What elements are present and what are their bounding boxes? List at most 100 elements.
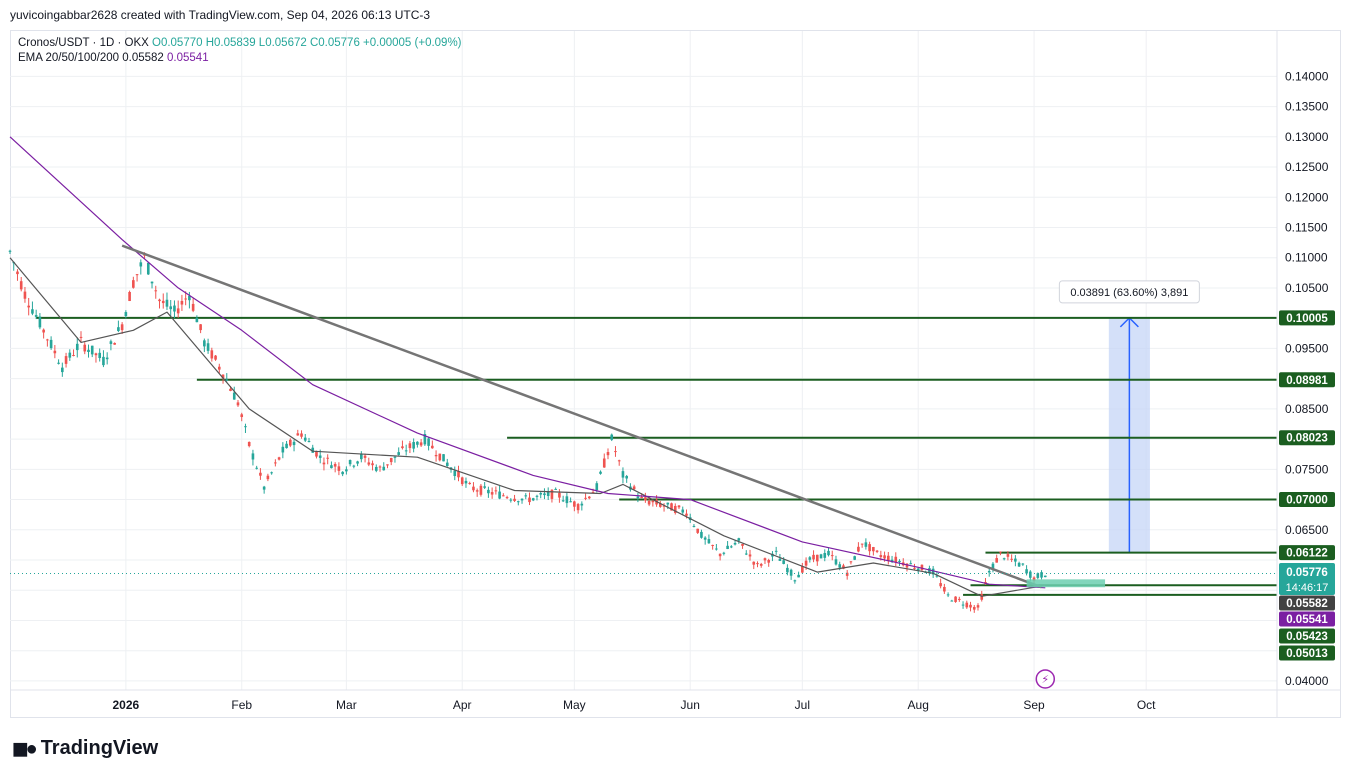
candle-body: [625, 476, 628, 479]
candle-body: [173, 305, 176, 312]
candle-body: [75, 343, 79, 351]
candle-body: [120, 324, 124, 331]
candle-body: [666, 502, 670, 505]
candle-body: [524, 495, 528, 497]
candle-body: [759, 563, 763, 566]
candle-body: [748, 554, 752, 557]
chart-legend: Cronos/USDT · 1D · OKX O0.05770 H0.05839…: [18, 36, 462, 66]
candle-body: [460, 477, 464, 485]
candle-body: [214, 355, 217, 360]
candle-body: [872, 547, 875, 552]
candle-body: [72, 354, 75, 356]
candle-body: [812, 554, 815, 560]
candle-body: [165, 299, 169, 307]
candle-body: [707, 539, 711, 544]
candle-body: [356, 461, 359, 464]
brand-name: TradingView: [40, 737, 159, 759]
candle-body: [849, 561, 853, 563]
measure-label: 0.03891 (63.60%) 3,891: [1070, 287, 1188, 299]
candle-body: [124, 312, 128, 316]
level-price-label-bg: [1279, 372, 1335, 388]
candle-body: [337, 466, 341, 471]
candle-body: [550, 489, 554, 499]
candle-body: [991, 563, 995, 570]
candle-body: [632, 486, 636, 490]
price-label: 0.05582: [1286, 598, 1328, 610]
candle-body: [610, 434, 614, 440]
candle-body: [756, 563, 759, 565]
candle-body: [599, 471, 602, 474]
candle-body: [1043, 575, 1047, 578]
candle-body: [240, 414, 244, 418]
candle-body: [913, 567, 916, 569]
candle-body: [445, 462, 449, 467]
level-price-label: 0.08023: [1286, 433, 1328, 445]
candle-body: [292, 441, 296, 446]
candle-body: [606, 452, 610, 456]
candle-body: [797, 574, 800, 578]
candle-body: [203, 340, 206, 347]
candle-body: [580, 503, 584, 506]
candle-body: [505, 497, 509, 499]
candle-body: [961, 604, 965, 606]
level-price-label: 0.07000: [1286, 495, 1328, 507]
candle-body: [374, 466, 378, 471]
candle-body: [543, 493, 546, 496]
candle-body: [487, 489, 490, 494]
candle-body: [135, 274, 139, 276]
candle-body: [38, 316, 42, 328]
candle-body: [341, 471, 344, 475]
candle-body: [464, 480, 468, 484]
price-label-bg: [1279, 645, 1335, 661]
legend-ohlc-row: Cronos/USDT · 1D · OKX O0.05770 H0.05839…: [18, 36, 462, 51]
legend-change: +0.00005 (+0.09%): [363, 37, 462, 49]
legend-symbol: Cronos/USDT · 1D · OKX: [18, 37, 149, 49]
candle-body: [614, 451, 617, 453]
candle-body: [404, 450, 408, 452]
candle-body: [546, 491, 550, 496]
candle-body: [711, 544, 714, 546]
candle-body: [535, 495, 539, 497]
candle-body: [879, 555, 883, 558]
time-tick-label: Sep: [1023, 698, 1045, 712]
legend-ema-row: EMA 20/50/100/200 0.05582 0.05541: [18, 51, 462, 66]
candle-body: [737, 538, 741, 541]
candle-body: [528, 497, 531, 503]
candle-body: [539, 493, 543, 495]
candle-body: [999, 551, 1002, 553]
price-label-bg: [1279, 628, 1335, 644]
candle-body: [752, 561, 756, 565]
candle-body: [845, 572, 849, 576]
candle-body: [180, 300, 184, 305]
candle-body: [730, 546, 733, 548]
candle-body: [703, 537, 707, 540]
price-tick-label: 0.12000: [1285, 190, 1329, 204]
candle-body: [763, 558, 767, 561]
candle-body: [442, 454, 445, 462]
candle-body: [401, 446, 404, 449]
ema-fast-line: [9, 257, 1046, 597]
candle-body: [378, 466, 382, 468]
chart-frame: [10, 30, 1341, 718]
candle-body: [161, 300, 165, 304]
price-tick-label: 0.11500: [1285, 220, 1328, 234]
candle-body: [236, 402, 240, 406]
tradingview-brand[interactable]: ◼● TradingView: [12, 736, 158, 761]
candle-body: [83, 344, 87, 352]
candle-body: [217, 366, 221, 370]
candle-body: [360, 453, 363, 460]
candle-body: [935, 575, 939, 577]
candle-body: [113, 342, 116, 345]
candle-body: [789, 569, 793, 576]
candle-body: [397, 452, 401, 455]
candle-body: [595, 483, 599, 491]
candle-body: [345, 469, 348, 472]
candle-body: [49, 339, 53, 349]
candle-body: [371, 463, 374, 466]
candle-body: [954, 596, 957, 602]
candle-body: [636, 496, 640, 499]
candle-body: [90, 345, 94, 355]
candle-body: [696, 528, 700, 533]
legend-open: O0.05770: [152, 37, 203, 49]
